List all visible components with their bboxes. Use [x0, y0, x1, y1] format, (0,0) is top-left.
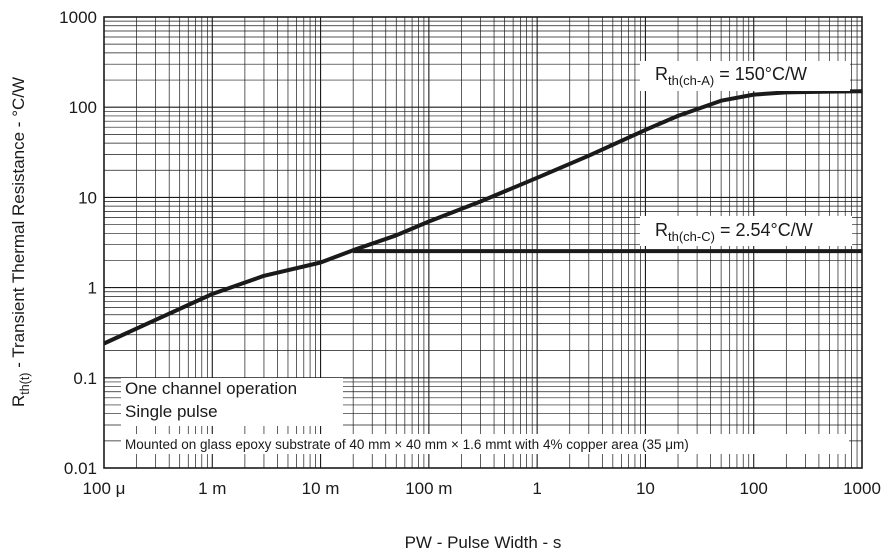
curves [103, 89, 863, 346]
mounting-note-background [121, 434, 849, 454]
y-tick-label: 1000 [59, 8, 97, 27]
x-axis-title: PW - Pulse Width - s [405, 533, 562, 552]
y-tick-label: 1 [88, 279, 97, 298]
annotation-rth-ch-a: Rth(ch-A) = 150°C/W [655, 64, 807, 88]
note-mounting: Mounted on glass epoxy substrate of 40 m… [125, 437, 689, 452]
y-tick-label: 100 [69, 98, 97, 117]
conditions-background [121, 378, 343, 426]
y-tick-label: 10 [78, 188, 97, 207]
note-single-pulse: Single pulse [125, 402, 218, 421]
annotation-ch-a-background [640, 61, 850, 91]
series-rth-transient-curve [103, 89, 863, 346]
annotation-rth-ch-c: Rth(ch-C) = 2.54°C/W [655, 220, 813, 244]
x-tick-label: 1000 [843, 479, 881, 498]
x-tick-labels: 100 μ 1 m 10 m 100 m 1 10 100 1000 [83, 479, 881, 498]
y-axis-title: Rth(t) - Transient Thermal Resistance - … [9, 77, 32, 407]
annotation-ch-c-background [640, 216, 852, 246]
x-tick-label: 100 [740, 479, 768, 498]
x-tick-label: 100 m [405, 479, 452, 498]
x-tick-label: 1 m [198, 479, 226, 498]
x-tick-label: 10 [636, 479, 655, 498]
y-tick-label: 0.01 [64, 459, 97, 478]
y-tick-label: 0.1 [73, 369, 97, 388]
x-tick-label: 100 μ [83, 479, 126, 498]
y-tick-labels: 0.01 0.1 1 10 100 1000 [59, 8, 97, 478]
x-tick-label: 1 [532, 479, 541, 498]
plot-frame [103, 16, 863, 469]
note-one-channel: One channel operation [125, 379, 297, 398]
x-tick-label: 10 m [302, 479, 340, 498]
